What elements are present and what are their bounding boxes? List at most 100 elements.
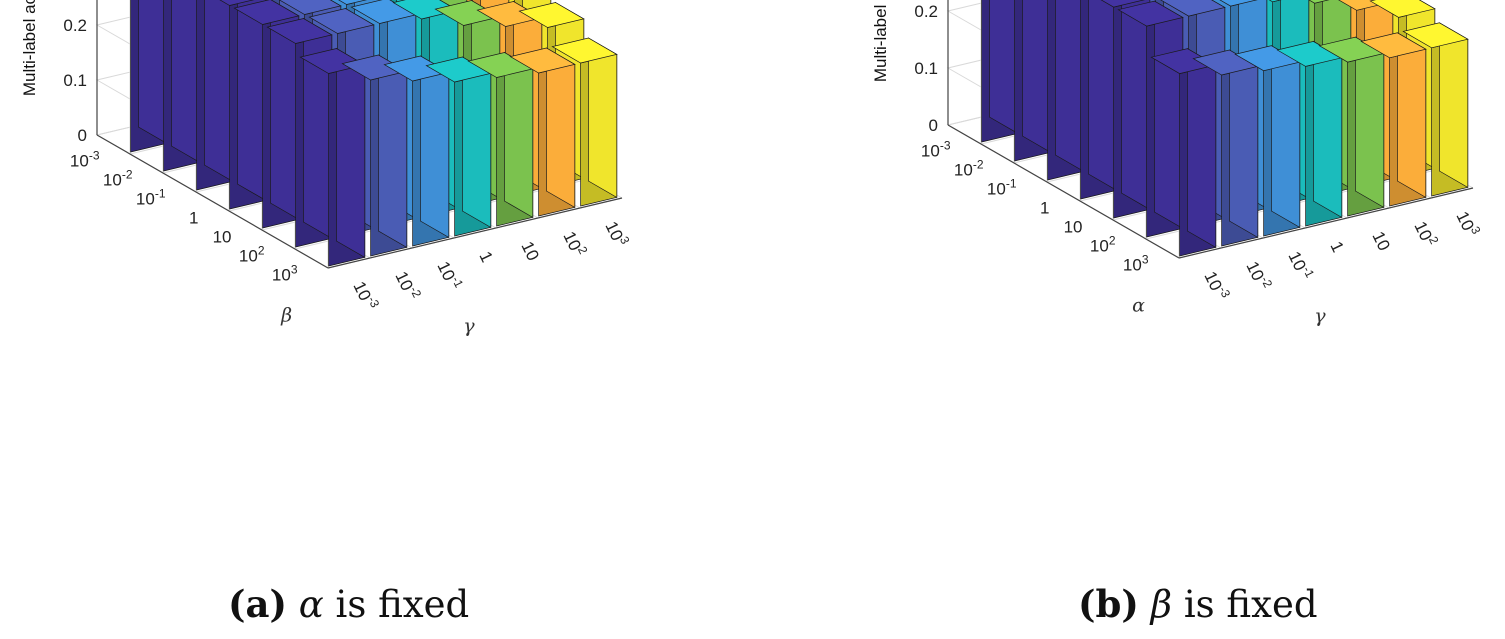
bar-side-face (546, 47, 576, 209)
bar (266, 17, 333, 248)
bar (981, 0, 1019, 143)
caption-letter: (b) (1078, 582, 1139, 626)
bar (1080, 0, 1118, 200)
bar-side-face (1187, 47, 1217, 249)
col-axis-line (1178, 187, 1474, 259)
bar-top-face (1117, 0, 1184, 27)
caption-a: (a) α is fixed (228, 582, 469, 632)
bar (233, 0, 300, 229)
row-tick-label: 10 (213, 228, 232, 247)
bar-side-face (138, 0, 168, 145)
row-tick-label: 10-1 (987, 177, 1017, 199)
bar-top-face (278, 0, 342, 15)
z-tick-label: 0.1 (63, 71, 87, 90)
col-tick-label: 102 (559, 227, 590, 260)
bar (1117, 0, 1184, 238)
row-axis-line (96, 134, 329, 269)
caption-letter: (a) (228, 582, 287, 626)
col-tick-label: 10 (517, 238, 542, 263)
col-axis-label: γ (1314, 305, 1326, 327)
bar3d-chart-a: 00.10.20.30.4Multi-label accuracy10-310-… (20, 0, 633, 337)
bar (1402, 22, 1469, 197)
bar (1234, 45, 1301, 237)
bar-top-face (1369, 0, 1436, 18)
bar-top-face (1308, 0, 1330, 4)
row-tick-label: 10-2 (954, 158, 984, 180)
row-tick-label: 10-3 (70, 149, 100, 171)
bar-side-face (1397, 32, 1427, 199)
bars (981, 0, 1469, 257)
bar-side-face (1271, 45, 1301, 229)
bar (1318, 36, 1385, 217)
panel-b: 00.10.20.30.4Multi-label accuracy10-310-… (753, 0, 1505, 639)
bar-side-face (378, 54, 408, 249)
axes (947, 0, 1474, 259)
caption-text: is fixed (1183, 583, 1318, 626)
z-tick-label: 0.2 (63, 16, 87, 35)
bar (196, 0, 234, 191)
bar-side-face (504, 51, 534, 219)
bar-side-face (204, 0, 234, 183)
row-axis-label: α (1132, 294, 1145, 316)
col-tick-label: 10-2 (391, 267, 424, 304)
bar (1192, 49, 1259, 247)
col-tick-label: 10-3 (1200, 267, 1233, 304)
bar-top-face (233, 0, 300, 25)
bar-top-face (1268, 0, 1282, 3)
row-axis-label: β (280, 304, 292, 326)
bar-top-face (1100, 0, 1146, 8)
bar-side-face (420, 55, 450, 239)
bar-top-face (338, 0, 368, 5)
bar-side-face (1355, 36, 1385, 209)
bar-side-face (1154, 0, 1184, 230)
bar-side-face (588, 37, 618, 199)
caption-b: (b) β is fixed (1078, 582, 1318, 632)
bar-side-face (1055, 0, 1085, 173)
row-tick-label: 102 (1090, 234, 1116, 256)
bar-top-face (266, 18, 333, 44)
bar-side-face (1313, 40, 1343, 219)
bar-side-face (1022, 0, 1052, 154)
bar (163, 0, 201, 172)
z-axis-label: Multi-label accuracy (871, 0, 890, 82)
row-tick-label: 10-2 (103, 168, 133, 190)
row-tick-label: 10-1 (136, 187, 166, 209)
bar3d-chart-b: 00.10.20.30.4Multi-label accuracy10-310-… (871, 0, 1484, 327)
bar (1150, 47, 1217, 257)
caption-text: is fixed (335, 583, 470, 626)
col-tick-label: 103 (601, 217, 632, 250)
bar-side-face (336, 47, 366, 259)
bar-side-face (171, 0, 201, 164)
bar-top-face (1360, 32, 1427, 59)
col-tick-label: 103 (1452, 207, 1483, 240)
bar-top-face (551, 37, 618, 64)
bar (1360, 32, 1427, 207)
bar-top-face (308, 8, 375, 34)
row-axis-line (947, 124, 1180, 259)
row-tick-label: 1 (1040, 199, 1049, 218)
row-ticks: 10-310-210-1 1 10 102 103 (921, 139, 1149, 275)
caption-symbol: α (298, 583, 324, 626)
col-axis-label: γ (463, 315, 475, 337)
bar (1276, 40, 1343, 227)
row-tick-label: 1 (189, 209, 198, 228)
bar-side-face (237, 0, 267, 202)
bars (130, 0, 618, 267)
col-tick-label: 1 (475, 248, 496, 265)
bar (299, 47, 366, 267)
bar-top-face (1219, 0, 1258, 7)
z-tick-label: 0 (78, 126, 87, 145)
bar (551, 37, 618, 207)
bar (509, 47, 576, 217)
caption-symbol: β (1150, 583, 1173, 626)
bar-top-face (518, 2, 585, 28)
axes (96, 0, 623, 269)
col-axis-line (327, 197, 623, 269)
bar-side-face (1439, 22, 1469, 189)
col-tick-label: 1 (1326, 238, 1347, 255)
bar-top-face (509, 47, 576, 74)
bar-top-face (1402, 22, 1469, 49)
col-tick-label: 10-1 (1284, 247, 1317, 284)
row-tick-label: 10 (1064, 218, 1083, 237)
col-tick-label: 10-1 (433, 257, 466, 294)
